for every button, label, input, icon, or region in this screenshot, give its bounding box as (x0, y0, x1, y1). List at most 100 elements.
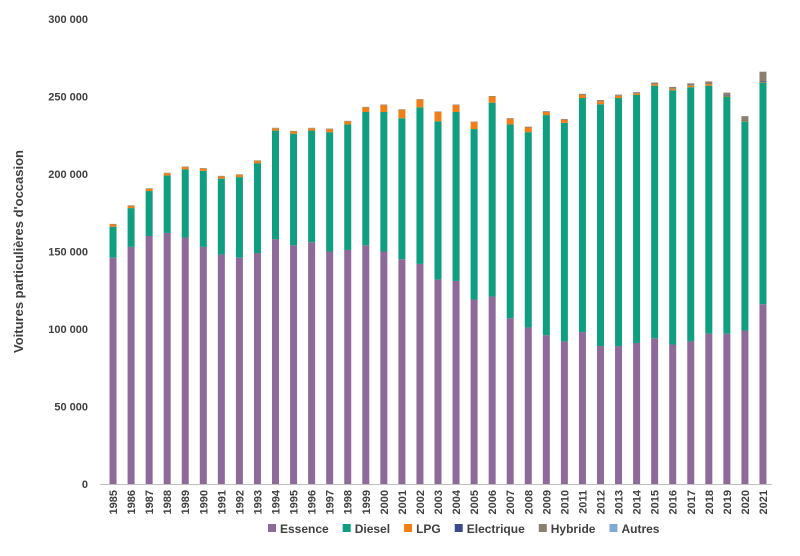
legend-swatch-essence (268, 524, 276, 532)
bar-segment-essence-2003 (434, 279, 442, 484)
legend-label-essence: Essence (280, 522, 329, 536)
bar-segment-lpg-2002 (416, 99, 424, 108)
legend-swatch-hybride (538, 524, 547, 532)
bar-segment-electrique-2021 (759, 81, 767, 82)
y-axis-title-group: Voitures particulières d'occasion (11, 150, 26, 353)
bar-segment-diesel-2010 (560, 122, 568, 342)
bar-segment-diesel-1997 (326, 132, 334, 252)
bar-segment-diesel-1994 (272, 130, 280, 240)
bar-segment-hybride-1994 (272, 127, 280, 129)
bar-segment-diesel-1989 (181, 169, 189, 238)
x-tick-label: 2004 (451, 489, 463, 514)
bar-segment-hybride-1996 (308, 127, 316, 129)
bar-segment-hybride-2019 (723, 92, 731, 96)
bar-segment-lpg-1986 (127, 205, 135, 209)
bar-segment-hybride-2003 (434, 111, 442, 113)
bar-segment-lpg-1987 (145, 188, 153, 192)
bar-segment-lpg-2012 (596, 101, 604, 105)
x-tick-label: 1989 (180, 490, 192, 514)
bar-segment-hybride-2016 (669, 86, 677, 89)
x-tick-label: 2019 (722, 490, 734, 514)
bar-segment-lpg-1995 (290, 131, 298, 134)
bar-segment-essence-2006 (488, 296, 496, 484)
x-tick-label: 1994 (271, 489, 283, 514)
x-tick-label: 1987 (144, 490, 156, 514)
bar-segment-hybride-2001 (398, 109, 406, 110)
bar-segment-diesel-2015 (651, 85, 659, 339)
y-tick-label: 200 000 (48, 169, 88, 181)
y-tick-label: 250 000 (48, 92, 88, 104)
bar-segment-essence-1987 (145, 236, 153, 484)
bar-segment-diesel-1990 (199, 170, 207, 247)
bar-segment-diesel-1998 (344, 124, 352, 250)
y-axis-ticks: 0 50 000 100 000 150 000 200 000 250 000 300 0… (48, 14, 88, 491)
bar-segment-lpg-2004 (452, 105, 460, 112)
x-tick-label: 2013 (614, 490, 626, 514)
x-tick-label: 2008 (523, 490, 535, 514)
bar-segment-lpg-1997 (326, 129, 334, 133)
y-tick-label: 150 000 (48, 247, 88, 259)
x-tick-label: 1992 (234, 490, 246, 514)
bar-segment-essence-1991 (217, 254, 225, 484)
bar-segment-lpg-2007 (506, 118, 514, 125)
bar-segment-essence-2009 (542, 335, 550, 484)
bar-segment-essence-2008 (524, 327, 532, 484)
bar-segment-essence-2014 (633, 342, 641, 484)
legend-swatch-lpg (404, 524, 413, 532)
bar-segment-essence-1999 (362, 245, 370, 484)
bar-segment-lpg-2008 (524, 127, 532, 133)
bar-segment-hybride-2020 (741, 116, 749, 121)
bar-segment-hybride-2015 (651, 82, 659, 85)
x-tick-label: 2005 (469, 490, 481, 514)
bar-segment-diesel-2002 (416, 107, 424, 264)
bar-segment-lpg-2013 (615, 95, 623, 99)
bar-segment-diesel-1988 (163, 175, 171, 233)
bar-segment-lpg-2009 (542, 112, 550, 116)
x-tick-label: 2015 (650, 490, 662, 514)
bar-segment-diesel-2021 (759, 82, 767, 305)
bar-segment-lpg-2011 (578, 94, 586, 99)
bar-segment-hybride-1991 (217, 175, 225, 177)
bar-segment-lpg-1988 (163, 173, 171, 176)
bar-segment-hybride-2006 (488, 96, 496, 97)
bar-segment-hybride-1985 (109, 223, 117, 225)
bar-segment-diesel-1991 (217, 178, 225, 255)
bar-segment-diesel-2004 (452, 112, 460, 281)
legend-swatch-diesel (342, 524, 351, 532)
bar-segment-lpg-2006 (488, 96, 496, 103)
bar-segment-lpg-1989 (181, 167, 189, 170)
bar-segment-essence-2013 (615, 346, 623, 484)
bar-segment-hybride-2011 (578, 93, 586, 95)
legend-label-hybride: Hybride (551, 522, 596, 536)
bar-segment-diesel-2013 (615, 98, 623, 347)
bar-segment-essence-2016 (669, 344, 677, 484)
bar-segment-diesel-2006 (488, 102, 496, 297)
bar-segment-essence-2004 (452, 280, 460, 484)
x-tick-label: 1985 (108, 490, 120, 514)
bar-segment-essence-1988 (163, 232, 171, 484)
bar-segment-hybride-1998 (344, 120, 352, 122)
bar-segment-diesel-2000 (380, 112, 388, 252)
x-tick-label: 2009 (541, 490, 553, 514)
bar-segment-diesel-2017 (687, 87, 695, 342)
y-tick-label: 0 (82, 479, 88, 491)
bar-segment-essence-1998 (344, 249, 352, 484)
bar-segment-hybride-2012 (596, 100, 604, 102)
y-tick-label: 50 000 (54, 402, 88, 414)
bar-segment-hybride-2004 (452, 104, 460, 106)
bar-segment-essence-2011 (578, 332, 586, 484)
x-tick-label: 2006 (487, 490, 499, 514)
legend-swatch-autres (609, 524, 618, 532)
bar-segment-lpg-2015 (651, 84, 659, 86)
bar-segment-hybride-1997 (326, 128, 334, 130)
x-tick-label: 2017 (686, 490, 698, 514)
bar-segment-hybride-2007 (506, 118, 514, 119)
bar-segment-diesel-2018 (705, 85, 713, 334)
bar-segment-diesel-2012 (596, 104, 604, 347)
bar-segment-diesel-1993 (253, 163, 261, 254)
bar-segment-essence-1993 (253, 253, 261, 484)
bar-segment-diesel-1995 (290, 133, 298, 246)
bar-segment-lpg-2001 (398, 109, 406, 119)
bar-segment-essence-1996 (308, 242, 316, 484)
bars (109, 71, 767, 484)
